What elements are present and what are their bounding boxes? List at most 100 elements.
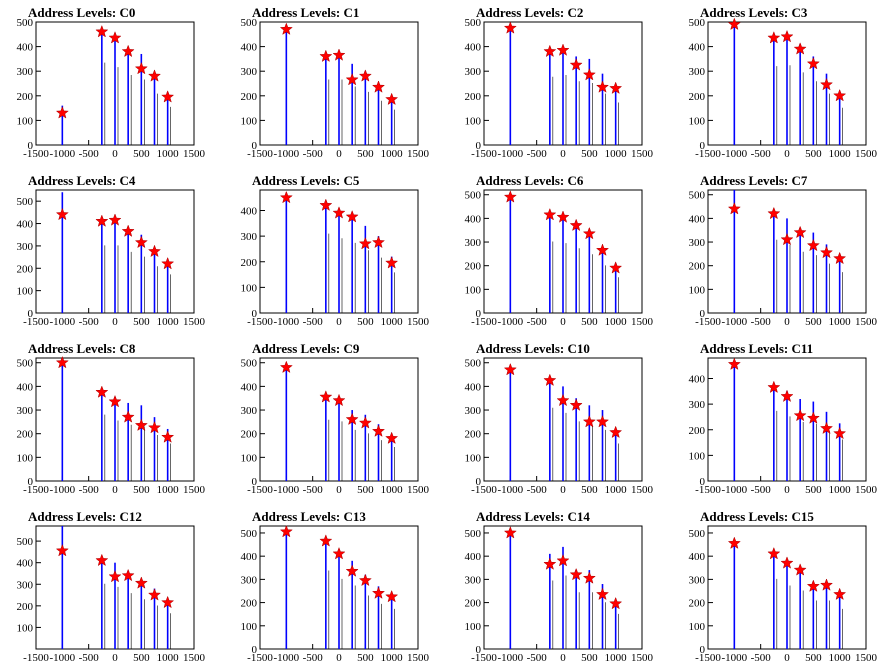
y-tick-label: 100: [465, 284, 482, 296]
x-tick-label: -500: [751, 316, 772, 328]
x-tick-label: 1000: [157, 148, 180, 160]
y-tick-label: 400: [689, 374, 706, 386]
y-tick-label: 400: [465, 42, 482, 54]
x-tick-label: 500: [805, 148, 822, 160]
y-tick-label: 100: [465, 452, 482, 464]
level-marker: [595, 587, 610, 601]
level-marker: [569, 398, 583, 411]
chart-plot: 0 100 200 300 400 500 -1500 -1000 -500 0 500 1000 15…: [465, 357, 654, 496]
x-tick-label: -1000: [497, 652, 523, 664]
x-tick-label: 1500: [183, 484, 206, 496]
chart-title: Address Levels: C15: [700, 509, 814, 524]
level-marker: [793, 408, 807, 422]
x-tick-label: 0: [560, 148, 566, 160]
chart-panel: Address Levels: C9 0 100 200 300 400 500 -1500-…: [224, 336, 448, 504]
x-tick-label: 0: [784, 652, 790, 664]
y-tick-label: 200: [241, 429, 258, 441]
level-marker: [767, 31, 781, 44]
chart-title: Address Levels: C14: [476, 509, 590, 524]
x-tick-label: 1500: [855, 484, 878, 496]
level-marker: [595, 80, 610, 93]
y-tick-label: 400: [17, 219, 34, 231]
x-tick-label: 500: [581, 316, 598, 328]
level-marker: [767, 206, 781, 220]
level-marker: [609, 425, 623, 439]
level-marker: [556, 43, 570, 56]
level-marker: [806, 579, 820, 592]
x-tick-label: 500: [133, 652, 150, 664]
x-tick-label: -1000: [273, 316, 299, 328]
level-marker: [95, 24, 109, 38]
y-tick-label: 0: [476, 476, 482, 488]
level-marker: [780, 389, 794, 403]
chart-panel: Address Levels: C0 0 100 200 300 400 500 -1500-…: [0, 0, 224, 168]
x-tick-label: 1500: [631, 148, 654, 160]
level-marker: [319, 198, 333, 211]
x-tick-label: 500: [581, 652, 598, 664]
level-marker: [358, 416, 372, 429]
level-marker: [385, 589, 399, 603]
y-tick-label: 200: [17, 429, 34, 441]
y-tick-label: 500: [241, 358, 258, 370]
x-tick-label: -1500: [471, 316, 497, 328]
level-marker: [371, 586, 386, 599]
level-marker: [319, 390, 333, 403]
y-tick-label: 100: [241, 621, 258, 633]
y-tick-label: 0: [700, 644, 706, 656]
x-tick-label: -1500: [247, 484, 273, 496]
level-marker: [358, 69, 372, 82]
level-marker: [780, 29, 794, 43]
chart-title: Address Levels: C10: [476, 341, 590, 356]
level-marker: [332, 546, 346, 560]
y-tick-label: 400: [241, 551, 258, 563]
x-tick-label: 1000: [157, 316, 180, 328]
x-tick-label: -500: [303, 148, 324, 160]
level-marker: [767, 546, 781, 560]
x-tick-label: 500: [357, 148, 374, 160]
level-marker: [55, 106, 69, 119]
y-tick-label: 0: [28, 476, 34, 488]
chart-panel: Address Levels: C10 0 100 200 300 400 500 -1500…: [448, 336, 672, 504]
y-tick-label: 200: [17, 91, 34, 103]
x-tick-label: 1000: [157, 652, 180, 664]
level-marker: [161, 90, 175, 103]
x-tick-label: -500: [79, 484, 100, 496]
y-tick-label: 300: [17, 405, 34, 417]
y-tick-label: 0: [476, 644, 482, 656]
x-tick-label: -1000: [49, 484, 75, 496]
y-tick-label: 300: [17, 66, 34, 78]
level-marker: [767, 380, 781, 394]
chart-title: Address Levels: C1: [252, 5, 360, 20]
level-marker: [371, 80, 386, 93]
level-marker: [134, 235, 148, 249]
x-tick-label: 1500: [855, 148, 878, 160]
x-tick-label: -1000: [721, 148, 747, 160]
level-marker: [279, 360, 293, 374]
x-tick-label: 1500: [631, 484, 654, 496]
level-marker: [332, 206, 346, 219]
y-tick-label: 500: [17, 536, 34, 548]
x-tick-label: -1500: [471, 652, 497, 664]
x-tick-label: 500: [805, 316, 822, 328]
y-tick-label: 0: [700, 308, 706, 320]
x-tick-label: 500: [357, 652, 374, 664]
x-tick-label: 0: [336, 316, 342, 328]
y-tick-label: 100: [17, 452, 34, 464]
level-marker: [609, 81, 623, 95]
level-marker: [385, 256, 399, 269]
y-tick-label: 400: [465, 381, 482, 393]
x-tick-label: -500: [303, 316, 324, 328]
y-tick-label: 300: [241, 231, 258, 243]
x-tick-label: -1500: [471, 148, 497, 160]
y-tick-label: 500: [241, 17, 258, 29]
level-marker: [833, 426, 847, 440]
level-marker: [147, 420, 162, 434]
level-marker: [582, 571, 596, 584]
chart-panel: Address Levels: C11 0 100 200 300 400 -1500 -10…: [672, 336, 896, 504]
x-tick-label: -1000: [721, 652, 747, 664]
y-tick-label: 100: [465, 621, 482, 633]
x-tick-label: 1500: [631, 652, 654, 664]
y-tick-label: 500: [689, 528, 706, 540]
x-tick-label: 0: [336, 148, 342, 160]
x-tick-label: 1000: [829, 652, 852, 664]
